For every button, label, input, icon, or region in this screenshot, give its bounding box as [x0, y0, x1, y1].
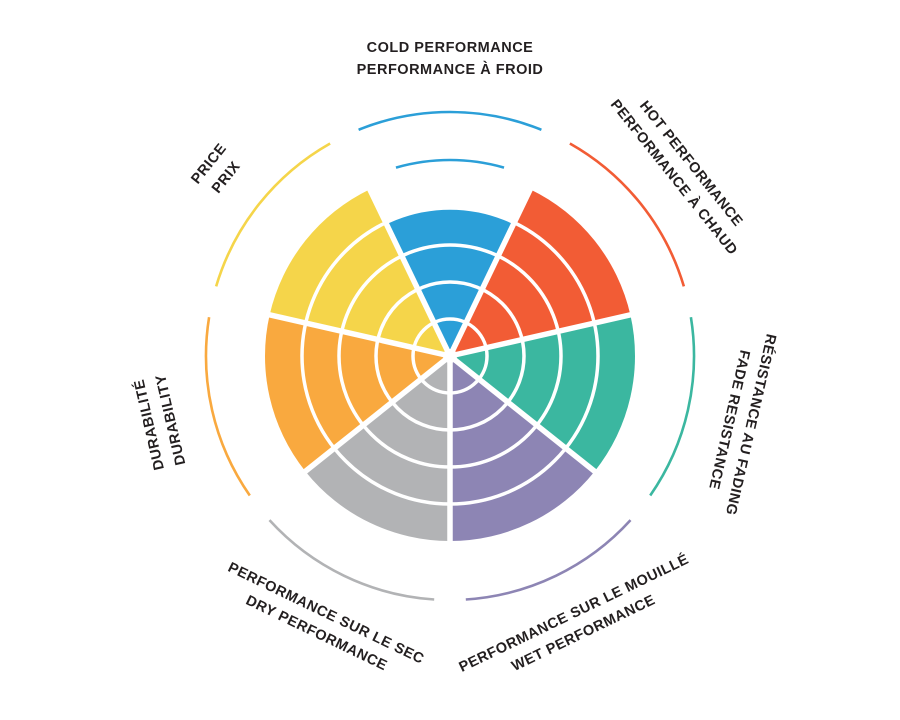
- cold-performance-label-fr: PERFORMANCE À FROID: [357, 61, 544, 78]
- cold-performance-level-marker-arc: [395, 158, 505, 169]
- hot-performance-wedge: [450, 189, 631, 356]
- sector-separator: [363, 180, 453, 358]
- durability-wedge: [264, 314, 450, 472]
- fade-resistance-outer-arc: [649, 317, 696, 497]
- durability-outer-arc: [204, 317, 251, 497]
- dry-performance-wedge: [305, 356, 450, 541]
- price-outer-arc: [214, 142, 331, 287]
- price-wedge: [269, 189, 450, 356]
- dry-performance-label-fr: PERFORMANCE SUR LE SEC: [225, 560, 426, 668]
- sector-separator: [448, 353, 603, 479]
- sector-separator: [297, 353, 452, 479]
- wet-performance-label-fr: PERFORMANCE SUR LE MOUILLÉ: [456, 551, 691, 676]
- wet-performance-outer-arc: [465, 519, 632, 601]
- dry-performance-outer-arc: [268, 519, 435, 601]
- sector-separator: [449, 310, 639, 359]
- center-dot: [443, 349, 457, 363]
- hot-performance-label-fr: PERFORMANCE À CHAUD: [607, 96, 741, 258]
- hot-performance-outer-arc: [569, 142, 686, 287]
- wet-performance-wedge: [450, 356, 595, 541]
- cold-performance-label-en: COLD PERFORMANCE: [367, 40, 534, 56]
- sector-separator: [261, 310, 451, 359]
- sector-separator: [447, 180, 537, 358]
- cold-performance-outer-arc: [358, 110, 542, 131]
- fade-resistance-wedge: [450, 314, 636, 472]
